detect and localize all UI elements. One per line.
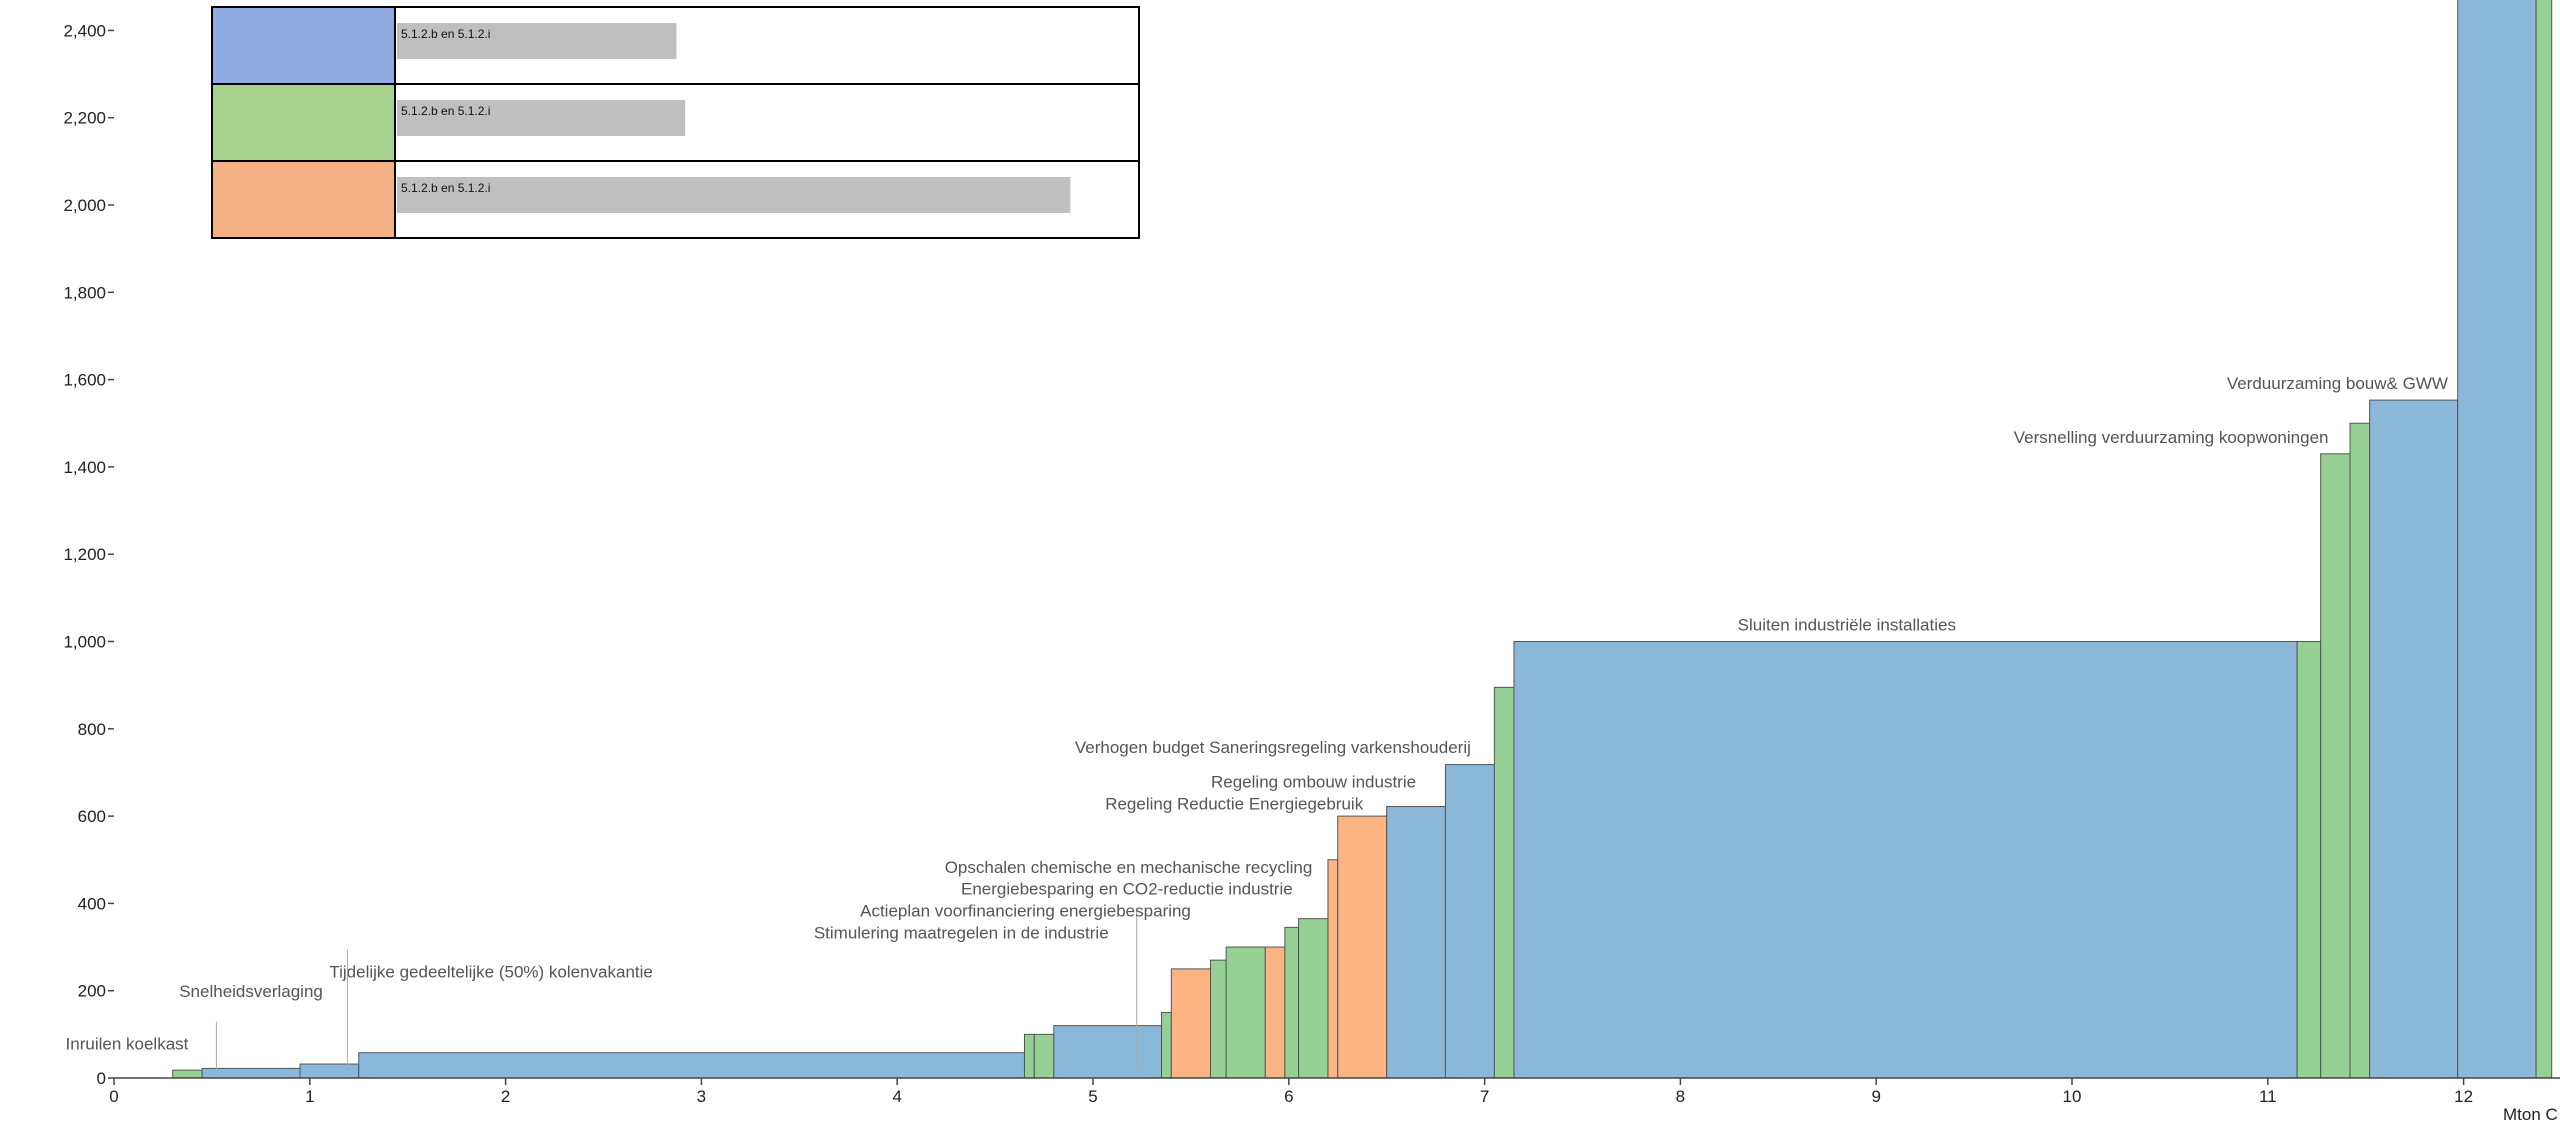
x-tick-label-2: 2 [501, 1087, 510, 1106]
annotation-0: Inruilen koelkast [66, 1035, 189, 1054]
bar-25 [2535, 0, 2553, 1079]
legend-swatch-2 [211, 160, 396, 239]
bar-21 [2320, 453, 2351, 1079]
legend-swatch-1 [211, 83, 396, 162]
annotation-4: Actieplan voorfinanciering energiebespar… [860, 901, 1191, 920]
legend-swatch-0 [211, 6, 396, 85]
annotation-3: Stimulering maatregelen in de industrie [814, 923, 1109, 942]
x-tick-label-4: 4 [892, 1087, 901, 1106]
bar-20 [2296, 641, 2322, 1079]
y-tick-label-600: 600 [78, 807, 106, 826]
annotation-7: Regeling Reductie Energiegebruik [1105, 795, 1363, 814]
bar-22 [2349, 422, 2371, 1079]
annotation-11: Versnelling verduurzaming koopwoningen [2014, 428, 2329, 447]
bar-19 [1513, 641, 2298, 1079]
x-tick-label-11: 11 [2259, 1087, 2277, 1106]
bar-11 [1264, 946, 1286, 1079]
x-axis-label: Mton C [2503, 1105, 2558, 1123]
x-tick-label-1: 1 [305, 1087, 314, 1106]
x-tick-label-8: 8 [1676, 1087, 1685, 1106]
annotation-8: Regeling ombouw industrie [1211, 773, 1416, 792]
bar-0 [172, 1069, 203, 1079]
y-tick-label-400: 400 [78, 894, 106, 913]
annotation-10: Sluiten industriële installaties [1738, 616, 1956, 635]
annotation-1: Snelheidsverlaging [179, 982, 323, 1001]
y-tick-label-1400: 1,400 [63, 458, 106, 477]
x-tick-label-12: 12 [2454, 1087, 2473, 1106]
bar-7 [1161, 1012, 1172, 1079]
bar-13 [1298, 918, 1329, 1079]
y-tick-label-2000: 2,000 [63, 196, 106, 215]
y-tick-label-2200: 2,200 [63, 109, 106, 128]
y-tick-label-800: 800 [78, 720, 106, 739]
bars-layer [172, 0, 2553, 1079]
legend-redaction-bar-1 [397, 100, 686, 136]
bar-3 [358, 1052, 1025, 1079]
axis-layer: 0 1 2 3 4 5 6 7 8 9 10 11 1202004006008001,0001,2001… [63, 21, 2560, 1106]
bar-6 [1053, 1025, 1163, 1079]
x-tick-label-10: 10 [2063, 1087, 2082, 1106]
bar-4 [1023, 1033, 1035, 1079]
annotation-layer: Inruilen koelkast Snelheidsverlaging Tijde… [66, 374, 2448, 1070]
legend: 5.1.2.b en 5.1.2.i 5.1.2.b en 5.1.2.i 5.1.… [211, 6, 1140, 239]
x-tick-label-3: 3 [697, 1087, 706, 1106]
bar-17 [1444, 764, 1495, 1079]
bar-15 [1337, 815, 1388, 1079]
bar-9 [1209, 959, 1227, 1079]
legend-redaction-bar-2 [397, 177, 1071, 213]
bar-18 [1493, 686, 1515, 1079]
bar-10 [1225, 946, 1266, 1079]
bar-12 [1284, 926, 1300, 1079]
y-tick-label-1000: 1,000 [63, 633, 106, 652]
bar-8 [1170, 968, 1211, 1079]
y-tick-label-1200: 1,200 [63, 545, 106, 564]
legend-redaction-bar-0 [397, 23, 677, 59]
annotation-5: Energiebesparing en CO2-reductie industr… [961, 880, 1293, 899]
y-tick-label-200: 200 [78, 982, 106, 1001]
legend-label-0: 5.1.2.b en 5.1.2.i [401, 27, 490, 41]
bar-5 [1033, 1033, 1055, 1079]
x-tick-label-7: 7 [1480, 1087, 1489, 1106]
annotation-6: Opschalen chemische en mechanische recyc… [945, 858, 1313, 877]
x-tick-label-9: 9 [1871, 1087, 1880, 1106]
x-tick-label-5: 5 [1088, 1087, 1097, 1106]
annotation-9: Verhogen budget Saneringsregeling varken… [1075, 738, 1471, 757]
bar-14 [1327, 859, 1339, 1079]
bar-16 [1386, 805, 1446, 1079]
x-tick-label-0: 0 [109, 1087, 118, 1106]
y-tick-label-1800: 1,800 [63, 283, 106, 302]
annotation-12: Verduurzaming bouw& GWW [2227, 374, 2448, 393]
legend-label-2: 5.1.2.b en 5.1.2.i [401, 181, 490, 195]
x-tick-label-6: 6 [1284, 1087, 1293, 1106]
annotation-2: Tijdelijke gedeeltelijke (50%) kolenvaka… [329, 963, 653, 982]
y-tick-label-2400: 2,400 [63, 21, 106, 40]
y-tick-label-1600: 1,600 [63, 371, 106, 390]
legend-label-1: 5.1.2.b en 5.1.2.i [401, 104, 490, 118]
bar-23 [2369, 399, 2459, 1079]
y-tick-label-0: 0 [97, 1069, 106, 1088]
bar-24 [2457, 0, 2537, 1079]
bar-2 [299, 1063, 360, 1079]
